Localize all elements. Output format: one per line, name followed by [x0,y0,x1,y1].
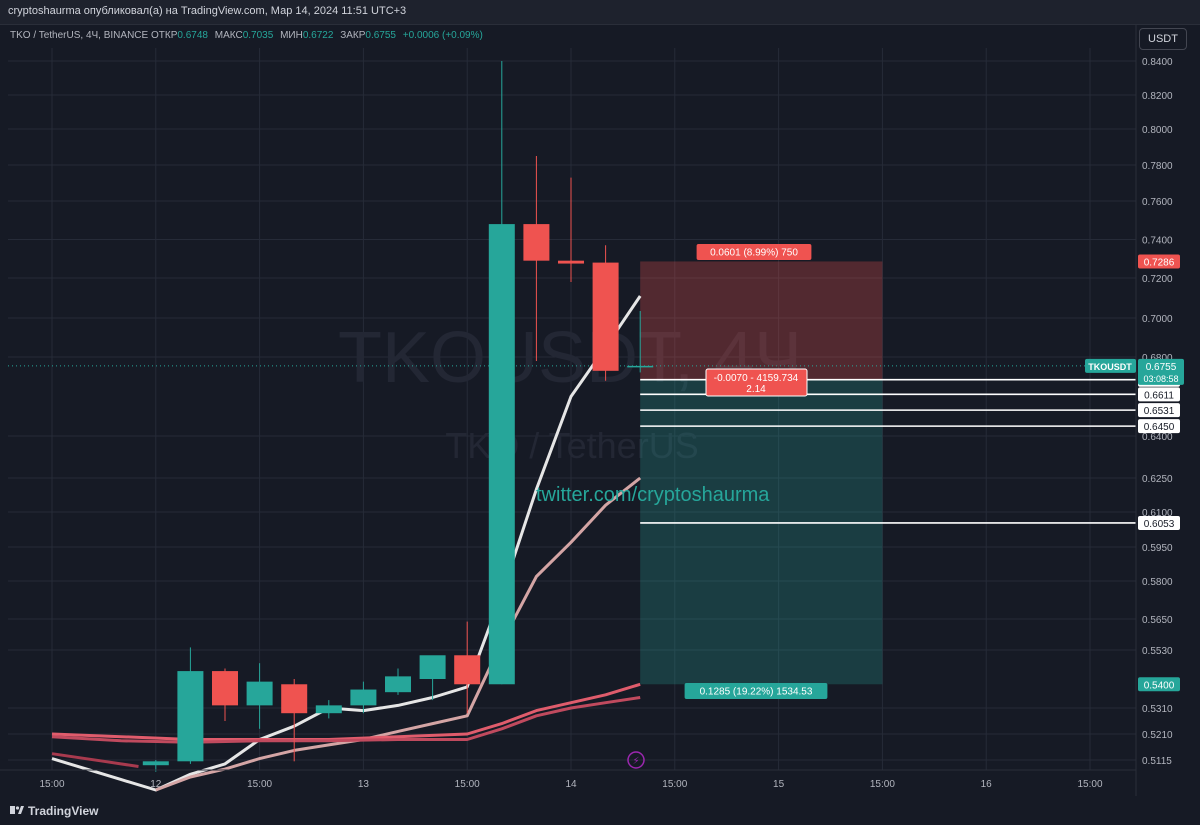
time-tick-label: 15:00 [662,779,687,790]
candle-body [315,705,342,714]
price-tick-label: 0.7400 [1142,236,1173,247]
level-price-tag: 0.6053 [1144,519,1175,530]
ohlc-legend: TKO / TetherUS, 4Ч, BINANCE ОТКР0.6748 М… [10,30,487,41]
price-tag: 0.5400 [1144,680,1175,691]
symbol-tag: TKOUSDT [1088,362,1132,372]
candle-body [246,681,273,706]
countdown-label: 03:08:58 [1143,374,1178,384]
candle-body [419,655,446,679]
price-tick-label: 0.7600 [1142,197,1173,208]
price-tag: 0.7286 [1144,257,1175,268]
event-icon [627,751,645,769]
moving-average-line [51,295,642,792]
time-tick-label: 15:00 [455,779,480,790]
price-tick-label: 0.5800 [1142,577,1173,588]
moving-average-line [155,476,642,792]
candle-body [488,224,515,685]
candle-body [212,671,238,706]
level-price-tag-box [1138,403,1180,418]
time-tick-label: 12 [150,779,162,790]
position-stop-zone [640,261,883,380]
watermark-name: TKO / TetherUS [445,425,698,466]
legend-close-label: ЗАКР [340,30,366,41]
position-target-label-box [684,683,828,699]
legend-open-value: 0.6748 [177,30,208,41]
price-tick-label: 0.6800 [1142,353,1173,364]
legend-symbol: TKO / TetherUS, 4Ч, BINANCE [10,30,149,41]
candle-body [627,365,654,368]
time-tick-label: 16 [981,779,993,790]
time-tick-label: 15:00 [1077,779,1102,790]
price-tick-label: 0.5115 [1142,756,1172,767]
time-tick-label: 15:00 [870,779,895,790]
price-tick-label: 0.5950 [1142,543,1173,554]
time-tick-label: 13 [358,779,370,790]
promo-text: twitter.com/cryptoshaurma [536,484,770,506]
legend-open-label: ОТКР [150,30,178,41]
candle-body [177,671,204,762]
price-tick-label: 0.8200 [1142,91,1173,102]
symbol-tag-box [1085,358,1136,373]
level-price-tag: 0.6611 [1144,390,1174,401]
candle-body [592,262,619,371]
tradingview-logo-icon [10,806,24,814]
price-tick-label: 0.6250 [1142,474,1173,485]
lightning-icon: ⚡ [632,756,639,767]
position-stop-label: 0.0601 (8.99%) 750 [710,248,798,259]
price-tag-box [1138,677,1180,692]
level-price-tag-box [1138,419,1180,434]
position-rr-label: 2.14 [746,384,766,395]
candle-body [281,684,308,714]
currency-button[interactable]: USDT [1139,28,1187,50]
last-price-tag-box [1138,358,1184,385]
legend-low-label: МИН [280,30,303,41]
price-tick-label: 0.6400 [1142,432,1173,443]
legend-high-label: МАКС [214,30,243,41]
candle-body [385,676,411,693]
time-tick-label: 15:00 [247,779,272,790]
candle-body [350,689,377,706]
legend-change-value: +0.0006 (+0.09%) [402,30,483,41]
price-tick-label: 0.7800 [1142,161,1173,172]
candle-body [454,655,481,685]
price-tick-label: 0.7000 [1142,314,1173,325]
candle-body [558,260,584,264]
price-tag-box [1138,254,1180,269]
level-price-tag-box [1138,387,1180,402]
publisher-text: cryptoshaurma опубликовал(а) на TradingV… [8,5,407,17]
legend-high-value: 0.7035 [242,30,274,41]
price-tick-label: 0.5310 [1142,704,1173,715]
time-tick-label: 15:00 [39,779,64,790]
level-price-tag: 0.6531 [1144,406,1175,417]
price-tick-label: 0.5210 [1142,730,1173,741]
position-pnl-label: -0.0070 - 4159.734 [714,373,799,384]
position-pnl-box [705,368,808,397]
publisher-header: cryptoshaurma опубликовал(а) на TradingV… [0,0,1200,25]
legend-low-value: 0.6722 [302,30,334,41]
candle-body [142,761,169,766]
moving-average-line [51,696,641,744]
level-price-tag-box [1138,515,1180,530]
footer: TradingView [0,796,1200,825]
time-tick-label: 15 [773,779,785,790]
position-target-label: 0.1285 (19.22%) 1534.53 [700,687,813,698]
price-tick-label: 0.7200 [1142,274,1173,285]
footer-brand[interactable]: TradingView [28,804,99,818]
price-tick-label: 0.5530 [1142,646,1173,657]
price-tick-label: 0.6100 [1142,508,1173,519]
candle-body [523,224,550,261]
legend-close-value: 0.6755 [365,30,396,41]
position-target-zone [640,379,883,685]
time-tick-label: 14 [565,779,577,790]
price-tick-label: 0.8000 [1142,125,1173,136]
price-tick-label: 0.5650 [1142,615,1173,626]
last-price-tag: 0.6755 [1146,362,1177,373]
position-stop-label-box [696,244,812,260]
level-price-tag: 0.6450 [1144,422,1175,433]
price-tick-label: 0.8400 [1142,57,1173,68]
moving-average-line [51,752,139,768]
